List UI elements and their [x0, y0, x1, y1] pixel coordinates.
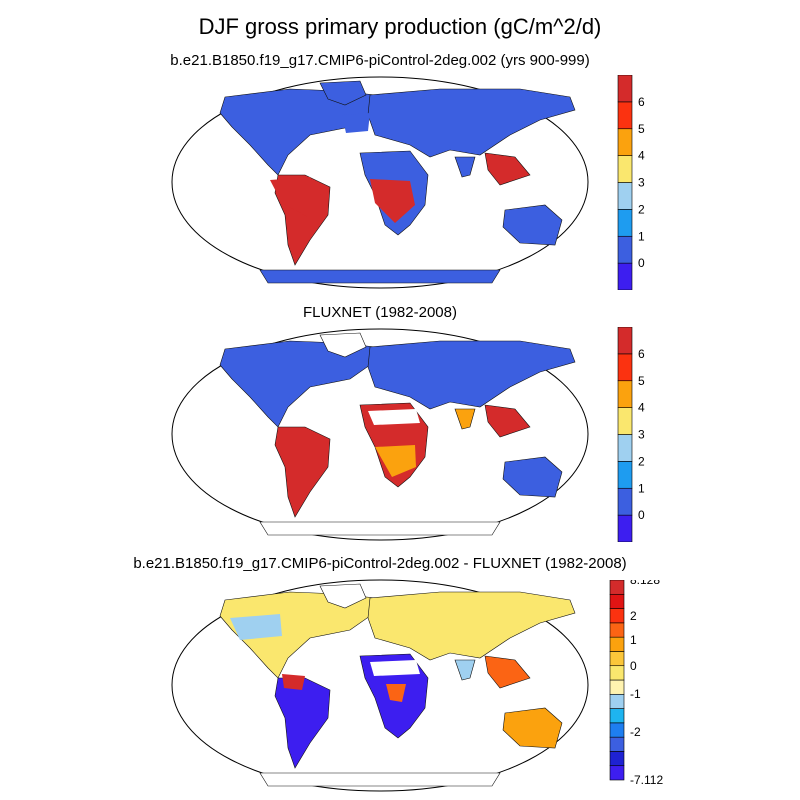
colorbar-tick-label: 0	[638, 256, 645, 270]
colorbar-segment	[617, 155, 633, 183]
main-title: DJF gross primary production (gC/m^2/d)	[198, 14, 602, 39]
colorbar-segment	[617, 128, 633, 156]
map-difference	[171, 579, 589, 792]
colorbar-segment	[609, 580, 625, 595]
colorbar-segment	[617, 235, 633, 264]
colorbar-tick-label: 1	[638, 229, 645, 243]
colorbar-segment	[617, 407, 633, 435]
colorbar-tick-label: 5	[638, 374, 645, 388]
colorbar-segment	[609, 736, 625, 752]
colorbar-tick-label: 1	[638, 481, 645, 495]
colorbar-tick-label: 3	[638, 176, 645, 190]
colorbar-tick-label: -2	[630, 725, 641, 739]
colorbar-segment	[609, 765, 625, 781]
panel-title-difference: b.e21.B1850.f19_g17.CMIP6-piControl-2deg…	[133, 555, 627, 572]
colorbar-segment	[609, 651, 625, 667]
colorbar-tick-label: 2	[630, 609, 637, 623]
colorbar-segment	[609, 708, 625, 724]
colorbar-tick-label: 6	[638, 347, 645, 361]
colorbar-tick-label: 0	[638, 508, 645, 522]
colorbar-segment	[617, 262, 633, 290]
colorbar-segment	[609, 751, 625, 767]
colorbar-segment	[609, 608, 625, 624]
colorbar-tick-label: 6	[638, 95, 645, 109]
colorbar-model: 0 1 2 3 4 5 6	[617, 75, 645, 290]
colorbar-tick-label: 2	[638, 202, 645, 216]
colorbar-tick-label: 8.128	[630, 580, 660, 587]
colorbar-tick-label: -1	[630, 687, 641, 701]
colorbar-segment	[609, 693, 625, 709]
colorbar-segment	[617, 327, 633, 355]
colorbar-tick-label: 4	[638, 149, 645, 163]
colorbar-tick-label: 4	[638, 401, 645, 415]
colorbar-segment	[609, 665, 625, 681]
panel-title-fluxnet: FLUXNET (1982-2008)	[303, 304, 457, 321]
colorbar-tick-label: -7.112	[630, 773, 663, 787]
colorbar-segment	[609, 593, 625, 609]
colorbar-segment	[617, 209, 633, 237]
colorbar-segment	[617, 434, 633, 462]
colorbar-segment	[617, 380, 633, 408]
colorbar-segment	[609, 636, 625, 652]
colorbar-tick-label: 3	[638, 428, 645, 442]
colorbar-segment	[617, 514, 633, 542]
colorbar-tick-label: 1	[630, 633, 637, 647]
panel-title-model: b.e21.B1850.f19_g17.CMIP6-piControl-2deg…	[170, 52, 590, 69]
colorbar-tick-label: 5	[638, 122, 645, 136]
colorbar-segment	[617, 461, 633, 489]
colorbar-segment	[609, 722, 625, 738]
colorbar-segment	[609, 622, 625, 638]
colorbar-fluxnet: 0 1 2 3 4 5 6	[617, 327, 645, 542]
colorbar-tick-label: 0	[630, 659, 637, 673]
map-fluxnet	[171, 328, 589, 541]
colorbar-segment	[617, 75, 633, 103]
colorbar-tick-label: 2	[638, 454, 645, 468]
colorbar-segment	[617, 353, 633, 382]
colorbar-segment	[609, 679, 625, 695]
colorbar-difference: -7.112 -2 -1 0 1 2 8.128	[609, 580, 663, 787]
map-model	[171, 76, 589, 289]
colorbar-segment	[617, 101, 633, 130]
colorbar-segment	[617, 182, 633, 210]
colorbar-segment	[617, 487, 633, 516]
